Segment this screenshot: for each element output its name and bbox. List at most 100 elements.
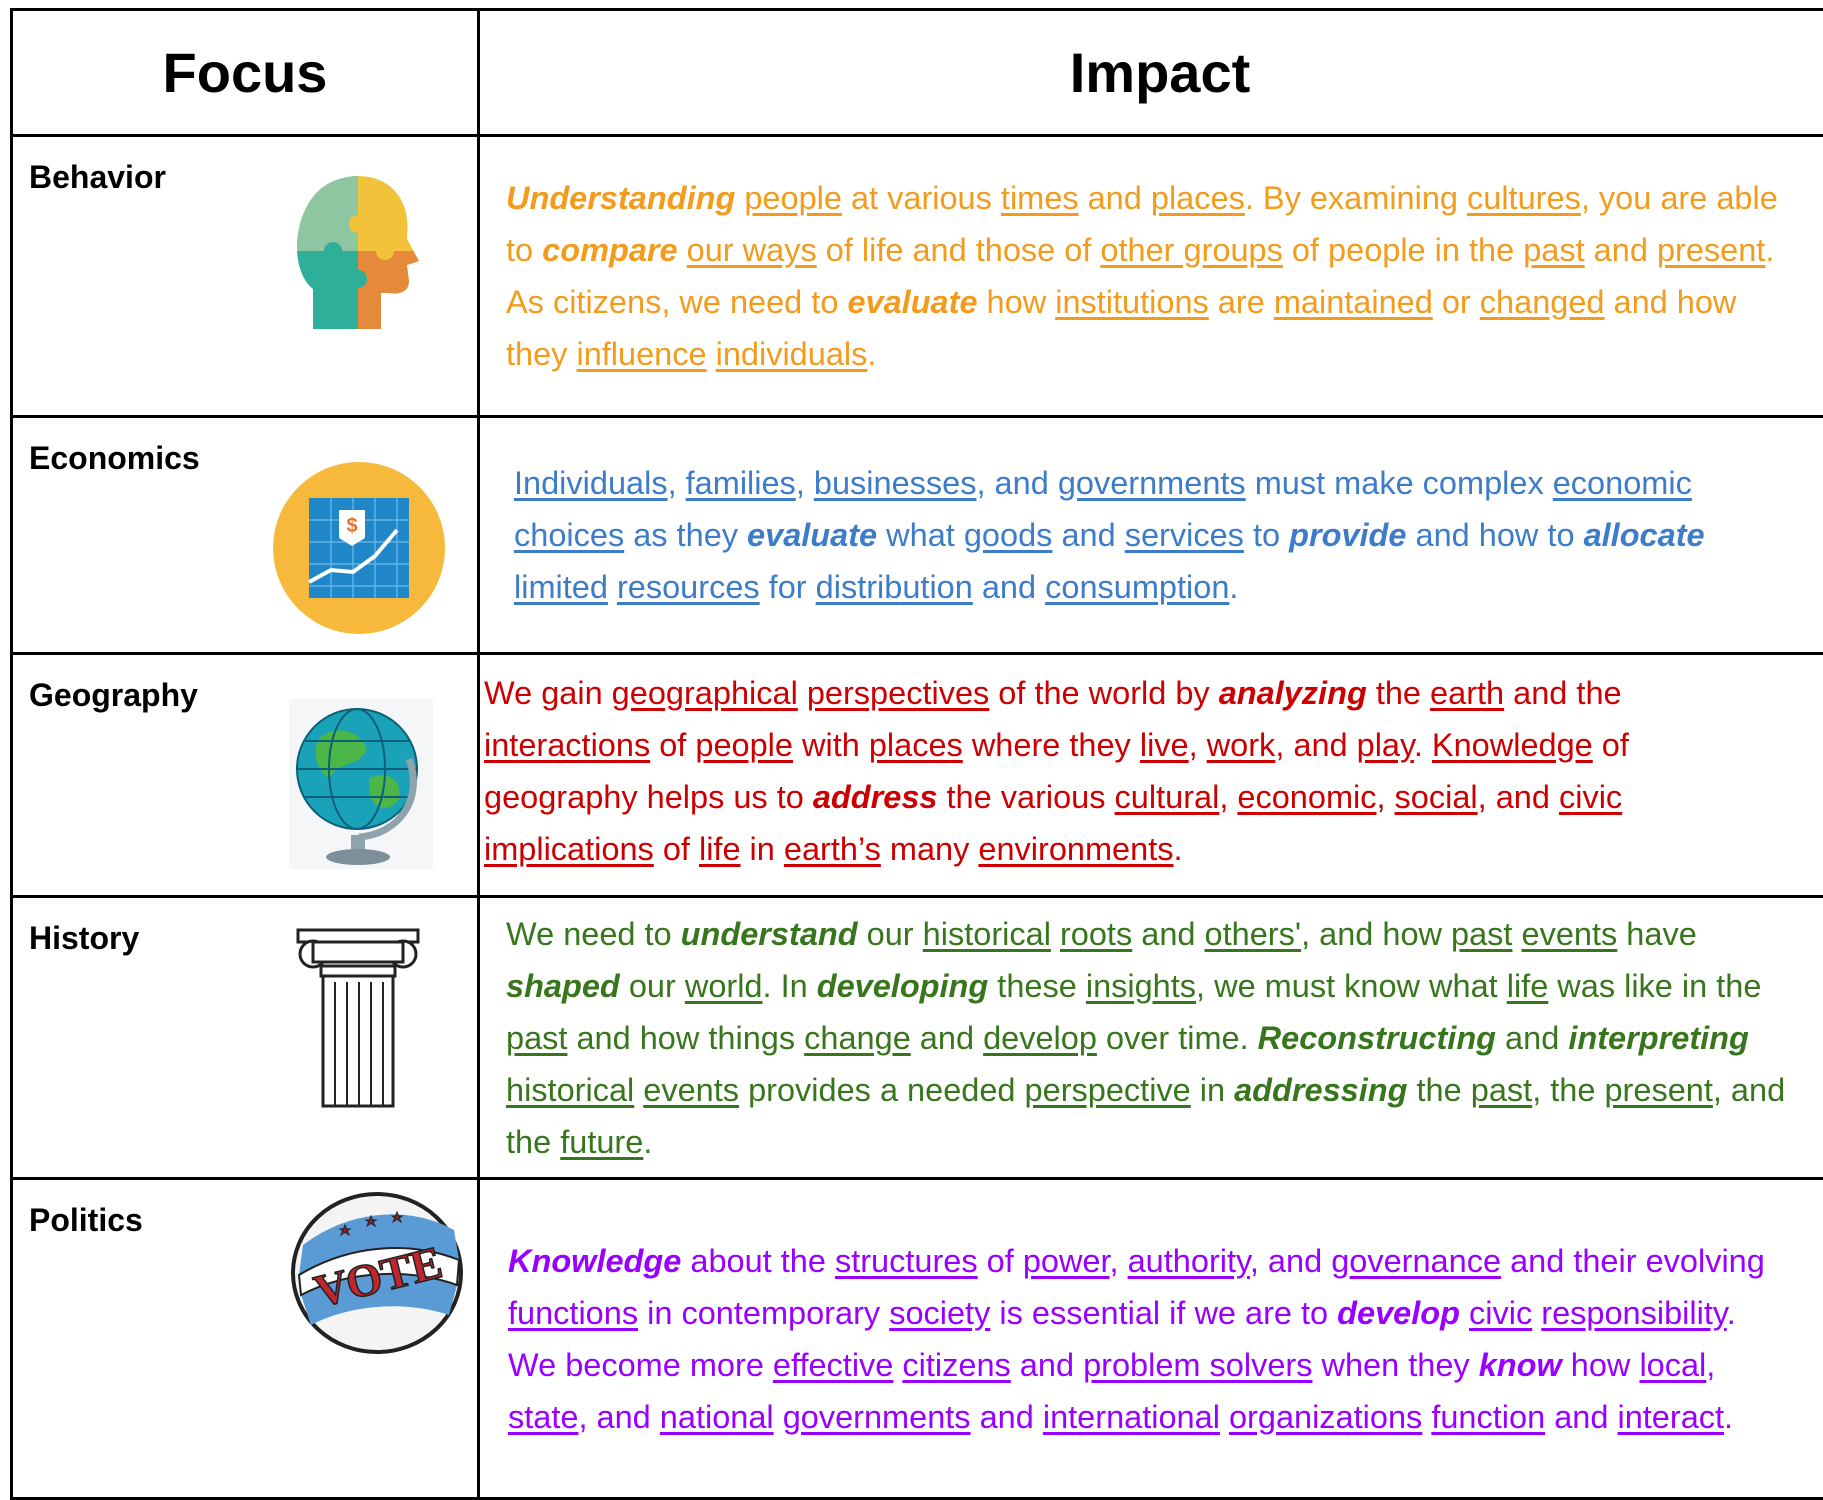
text-run (774, 1399, 783, 1435)
text-run: and how to (1406, 517, 1584, 553)
underlined-term: implications (484, 831, 654, 867)
underlined-term: roots (1059, 915, 1133, 952)
header-cell: Impact (480, 11, 1823, 137)
underlined-term: structures (834, 1242, 978, 1279)
focus-label: Behavior (29, 159, 166, 195)
text-run (1532, 1295, 1541, 1331)
text-run: to (1243, 517, 1290, 553)
text-run: , (1706, 1346, 1716, 1383)
impact-cell: We gain geographical perspectives of the… (480, 655, 1823, 898)
underlined-term: goods (963, 517, 1053, 553)
text-run: We gain (484, 675, 612, 711)
focus-cell: Economics $ (13, 418, 480, 655)
text-run (798, 675, 807, 711)
header-label: Impact (1069, 41, 1251, 104)
text-run (1512, 916, 1521, 952)
text-run: and their evolving (1501, 1242, 1765, 1279)
text-run: , you are able to (506, 180, 1778, 268)
underlined-term: businesses (813, 465, 977, 501)
emphasized-verb: know (1478, 1346, 1562, 1383)
text-run (678, 232, 687, 268)
underlined-term: consumption (1045, 569, 1230, 605)
underlined-term: governments (782, 1398, 971, 1435)
text-run: . (1229, 569, 1239, 605)
text-run: of (653, 831, 699, 867)
text-run: in (740, 831, 784, 867)
emphasized-verb: provide (1289, 517, 1407, 553)
column-icon (296, 928, 420, 1108)
underlined-term: places (868, 727, 963, 763)
underlined-term: institutions (1055, 284, 1209, 320)
underlined-term: governance (1331, 1242, 1502, 1279)
text-run (608, 569, 617, 605)
underlined-term: resources (616, 569, 760, 605)
text-run: , (1376, 779, 1395, 815)
text-run: We need to (506, 915, 681, 952)
underlined-term: power (1022, 1242, 1110, 1279)
underlined-term: civic (1469, 1294, 1533, 1331)
impact-cell: We need to understand our historical roo… (480, 898, 1823, 1180)
focus-label: Politics (29, 1202, 143, 1238)
underlined-term: people (744, 180, 842, 216)
underlined-term: events (643, 1071, 740, 1108)
text-run: , we must know what (1196, 967, 1507, 1004)
underlined-term: past (506, 1019, 568, 1056)
text-run: . As citizens, we need to (506, 232, 1775, 320)
text-run (1422, 1399, 1431, 1435)
emphasized-verb: allocate (1583, 517, 1705, 553)
text-run: , (667, 465, 686, 501)
emphasized-verb: interpreting (1568, 1019, 1749, 1056)
text-run: how (977, 284, 1056, 320)
text-run: in (1190, 1071, 1235, 1108)
text-run: the (1366, 675, 1431, 711)
text-run (634, 1072, 643, 1108)
text-run: and (970, 1398, 1043, 1435)
header-label: Focus (162, 41, 328, 104)
text-run (1460, 1295, 1469, 1331)
underlined-term: cultures (1467, 180, 1581, 216)
focus-label: History (29, 920, 140, 956)
text-run: . (643, 1123, 653, 1160)
underlined-term: local (1639, 1346, 1707, 1383)
underlined-term: services (1124, 517, 1244, 553)
text-run: and the (1504, 675, 1622, 711)
text-run: over time. (1096, 1019, 1258, 1056)
underlined-term: past (1470, 1071, 1533, 1108)
text-run: at various (841, 180, 1001, 216)
impact-text: Individuals, families, businesses, and g… (480, 457, 1794, 613)
text-run: . By examining (1244, 180, 1468, 216)
text-run: and (910, 1019, 984, 1056)
text-run (707, 336, 716, 372)
underlined-term: develop (983, 1019, 1097, 1056)
text-run: , and the (506, 1071, 1786, 1160)
text-run: with (792, 727, 869, 763)
emphasized-verb: addressing (1234, 1071, 1408, 1108)
underlined-term: changed (1479, 284, 1605, 320)
underlined-term: Individuals (514, 465, 668, 501)
underlined-term: work (1206, 727, 1276, 763)
text-run: of geography helps us to (484, 727, 1629, 815)
underlined-term: live (1139, 727, 1189, 763)
head-puzzle-icon (296, 176, 419, 329)
text-run: . (1173, 831, 1183, 867)
text-run: the various (937, 779, 1115, 815)
underlined-term: places (1150, 180, 1245, 216)
text-run: . We become more (508, 1294, 1736, 1383)
underlined-term: effective (772, 1346, 894, 1383)
emphasized-verb: developing (816, 967, 989, 1004)
emphasized-verb: Understanding (506, 180, 736, 216)
text-run: about the (681, 1242, 835, 1279)
underlined-term: other groups (1100, 232, 1283, 268)
emphasized-verb: Reconstructing (1257, 1019, 1497, 1056)
underlined-term: responsibility (1541, 1294, 1727, 1331)
text-run: . (867, 336, 877, 372)
underlined-term: interact (1617, 1398, 1725, 1435)
svg-text:$: $ (346, 515, 357, 537)
text-run: where they (962, 727, 1140, 763)
underlined-term: insights (1085, 967, 1197, 1004)
underlined-term: maintained (1273, 284, 1433, 320)
focus-cell: Geography (13, 655, 480, 898)
text-run: as they (624, 517, 748, 553)
text-run: and (1052, 517, 1125, 553)
